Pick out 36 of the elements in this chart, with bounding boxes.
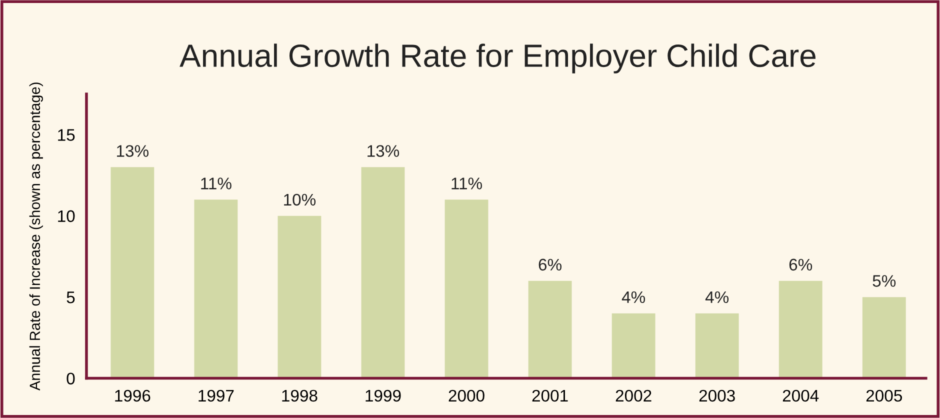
data-label: 5% — [872, 275, 896, 287]
y-tick-label: 0 — [66, 372, 75, 384]
x-tick-label: 1999 — [366, 390, 401, 402]
y-tick-label: 5 — [66, 292, 75, 304]
bar — [361, 167, 405, 378]
x-tick-label: 2002 — [616, 390, 652, 402]
data-label: 13% — [117, 145, 149, 157]
x-tick-label: 2004 — [782, 390, 819, 402]
y-axis-title: Annual Rate of Increase (shown as percentage) — [29, 82, 43, 391]
bar — [695, 313, 739, 378]
bar — [110, 167, 154, 378]
bar — [444, 200, 488, 378]
x-tick-label: 2003 — [699, 390, 735, 402]
x-tick-label: 1996 — [115, 390, 150, 402]
data-label: 10% — [284, 194, 316, 206]
bar — [862, 297, 906, 378]
bar — [194, 200, 238, 378]
x-tick-label: 2005 — [866, 390, 902, 402]
bar — [778, 280, 822, 378]
data-label: 6% — [789, 258, 812, 271]
data-label: 11% — [201, 178, 232, 190]
bar — [528, 280, 572, 378]
data-label: 4% — [622, 291, 646, 304]
bar — [278, 216, 322, 378]
data-label: 4% — [705, 291, 729, 304]
x-tick-label: 1997 — [198, 390, 234, 402]
x-tick-label: 2000 — [448, 390, 484, 402]
data-label: 11% — [452, 178, 482, 190]
y-tick-label: 10 — [58, 210, 75, 222]
bar — [612, 313, 656, 378]
x-tick-label: 2001 — [532, 390, 568, 402]
y-tick-label: 15 — [58, 129, 75, 141]
x-tick-label: 1998 — [282, 390, 318, 402]
data-label: 6% — [538, 258, 562, 271]
chart-title: Annual Growth Rate for Employer Child Care — [180, 44, 816, 74]
data-label: 13% — [368, 145, 400, 157]
